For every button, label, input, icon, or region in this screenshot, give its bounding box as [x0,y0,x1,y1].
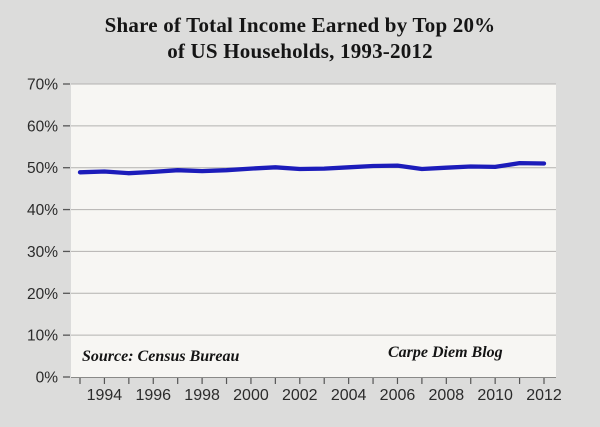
x-tick-label: 2002 [282,387,318,404]
y-tick-label: 70% [27,77,58,94]
y-tick-label: 20% [27,286,58,303]
x-tick-label: 2004 [331,387,367,404]
x-tick-label: 2000 [233,387,269,404]
y-tick-label: 60% [27,118,58,135]
y-tick-label: 50% [27,160,58,177]
plot-area [71,84,556,377]
x-tick-label: 1996 [135,387,171,404]
credit-note: Carpe Diem Blog [388,344,503,361]
x-tick-label: 2010 [477,387,513,404]
source-note: Source: Census Bureau [82,348,240,365]
x-tick-label: 2006 [380,387,416,404]
y-tick-label: 10% [27,328,58,345]
income-share-line [77,160,547,176]
chart-title-line2: of US Households, 1993-2012 [167,39,433,63]
x-tick-label: 2012 [526,387,562,404]
y-tick-label: 30% [27,244,58,261]
chart-title: Share of Total Income Earned by Top 20% … [0,12,600,64]
x-tick-label: 1998 [184,387,220,404]
y-tick-label: 0% [36,370,59,387]
x-tick-label: 2008 [429,387,465,404]
chart-title-line1: Share of Total Income Earned by Top 20% [104,13,496,37]
y-tick-label: 40% [27,202,58,219]
x-tick-label: 1994 [87,387,123,404]
